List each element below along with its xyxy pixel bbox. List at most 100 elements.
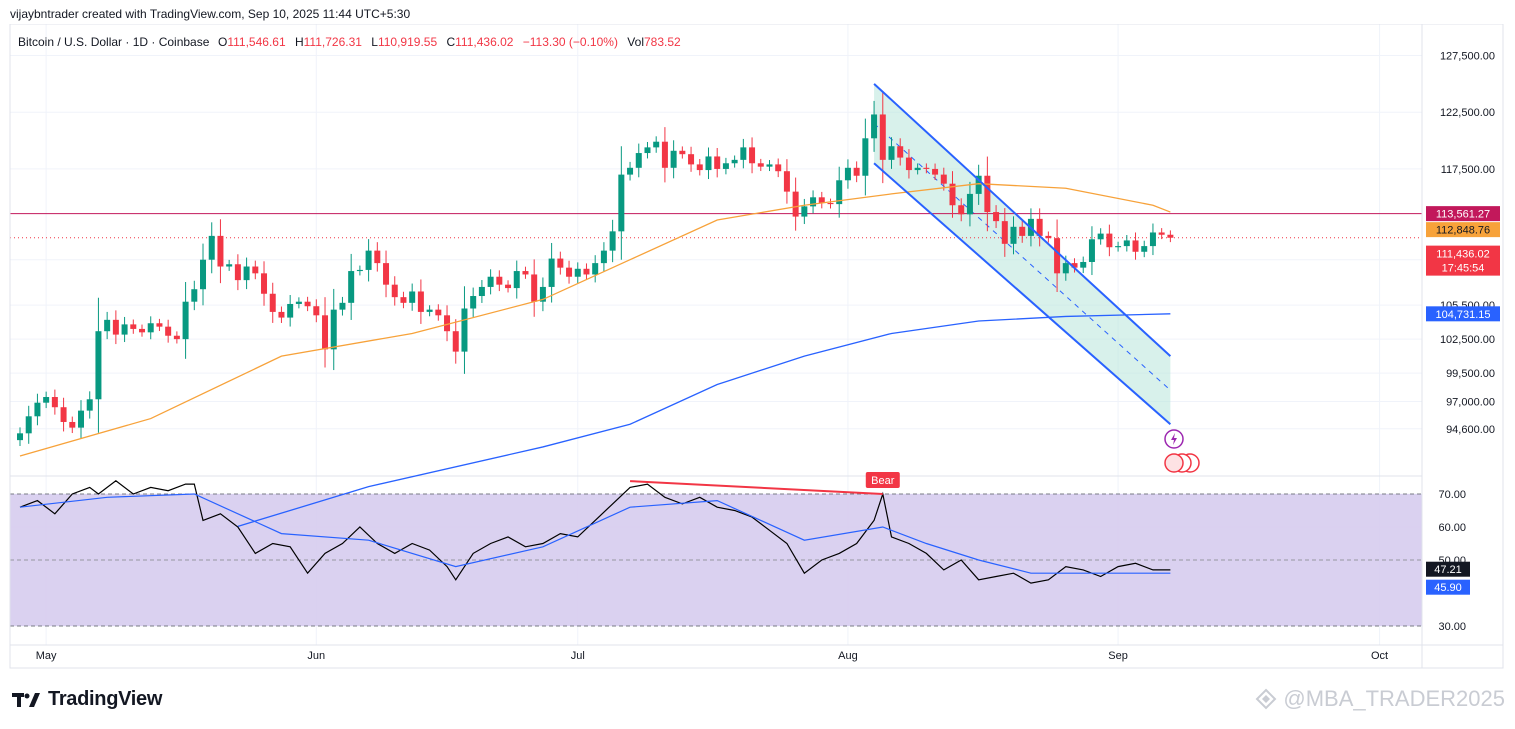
candle-body xyxy=(43,397,50,403)
candle-body xyxy=(348,271,355,303)
candle-body xyxy=(513,271,520,289)
tradingview-logo[interactable]: TradingView xyxy=(12,688,162,711)
bear-label: Bear xyxy=(865,472,900,488)
candle-body xyxy=(1115,246,1122,248)
candle-body xyxy=(653,141,660,148)
candle-body xyxy=(261,273,268,294)
price-tick-label: 127,500.00 xyxy=(1440,50,1495,62)
candle-body xyxy=(566,267,573,277)
candle-body xyxy=(330,309,337,350)
candle-body xyxy=(792,191,799,217)
candle-body xyxy=(722,163,729,169)
candle-body xyxy=(217,235,224,267)
candle-body xyxy=(121,324,128,335)
candle-body xyxy=(688,154,695,165)
candle-body xyxy=(409,291,416,303)
price-chart[interactable]: Bear Bitcoin / U.S. Dollar · 1D · Coinba… xyxy=(0,23,1515,674)
candle-body xyxy=(1132,240,1139,252)
candle-body xyxy=(574,268,581,277)
rsi-ma-line xyxy=(19,493,1171,574)
candle-body xyxy=(356,269,363,272)
time-tick-label: Aug xyxy=(838,650,858,662)
channel-upper-line[interactable] xyxy=(873,83,1172,357)
candle-body xyxy=(435,309,442,316)
bear-label-text: Bear xyxy=(871,475,895,487)
candle-body xyxy=(871,114,878,139)
candle-body xyxy=(304,301,311,307)
candle-body xyxy=(400,297,407,303)
candle-body xyxy=(879,114,886,160)
candle-body xyxy=(287,303,294,318)
candle-body xyxy=(818,197,825,203)
candle-body xyxy=(139,328,146,333)
candle-body xyxy=(836,180,843,205)
time-tick-label: May xyxy=(36,650,57,662)
candle-body xyxy=(1001,221,1008,244)
chart-border xyxy=(9,23,1504,669)
candle-body xyxy=(25,416,32,434)
candle-body xyxy=(705,156,712,171)
resistance-price-tag: 113,561.27 xyxy=(1426,206,1500,222)
candle-body xyxy=(1036,218,1043,236)
price-tick-label: 102,500.00 xyxy=(1440,334,1495,346)
candle-body xyxy=(600,250,607,264)
candle-body xyxy=(1054,238,1061,274)
channel-lower-line[interactable] xyxy=(873,162,1172,425)
legend-ohlc: O111,546.61 H111,726.31 L110,919.55 C111… xyxy=(218,35,681,49)
candle-body xyxy=(635,153,642,168)
candle-body xyxy=(592,263,599,275)
svg-text:113,561.27: 113,561.27 xyxy=(1436,209,1490,221)
candle-body xyxy=(984,175,991,213)
tradingview-brand: TradingView xyxy=(48,688,163,710)
divergence-line[interactable] xyxy=(629,480,883,495)
time-tick-label: Jun xyxy=(307,650,325,662)
candle-body xyxy=(34,402,41,417)
time-tick-label: Jul xyxy=(571,650,585,662)
candle-body xyxy=(391,284,398,298)
candle-body xyxy=(252,266,259,274)
candle-body xyxy=(853,167,860,176)
price-tick-label: 99,500.00 xyxy=(1446,368,1495,380)
chart-container[interactable]: Bear Bitcoin / U.S. Dollar · 1D · Coinba… xyxy=(0,23,1515,674)
event-icons[interactable] xyxy=(1164,429,1200,473)
ma-slow-line[interactable] xyxy=(237,313,1171,527)
candle-body xyxy=(269,293,276,312)
candle-body xyxy=(1080,261,1087,268)
time-axis[interactable]: May Jun Jul Aug Sep Oct xyxy=(36,650,1388,662)
us-flag-icon-1[interactable] xyxy=(1164,453,1184,473)
candle-body xyxy=(461,308,468,352)
channel-fill xyxy=(874,83,1171,425)
candle-body xyxy=(783,171,790,192)
price-tick-label: 94,600.00 xyxy=(1446,424,1495,436)
svg-text:45.90: 45.90 xyxy=(1434,582,1462,594)
price-axis[interactable]: 127,500.00122,500.00117,500.00109,500.00… xyxy=(1440,50,1495,435)
candle-body xyxy=(243,266,250,281)
candle-body xyxy=(200,259,207,290)
candle-body xyxy=(1141,246,1148,252)
rsi-tick-label: 60.00 xyxy=(1438,522,1466,534)
candle-body xyxy=(496,276,503,285)
candle-body xyxy=(923,167,930,169)
candle-body xyxy=(95,331,102,400)
candle-body xyxy=(679,150,686,155)
candle-body xyxy=(775,164,782,172)
rsi-ma-value-tag: 45.90 xyxy=(1426,579,1470,595)
candle-body xyxy=(975,175,982,194)
candle-body xyxy=(17,433,23,441)
candle-body xyxy=(801,206,808,217)
candle-body xyxy=(714,156,721,169)
candle-body xyxy=(339,302,346,310)
candle-body xyxy=(644,147,651,154)
countdown-text: 17:45:54 xyxy=(1442,263,1485,275)
ma-fast-line[interactable] xyxy=(19,183,1171,457)
candle-body xyxy=(740,147,747,160)
candle-body xyxy=(1123,240,1130,247)
candle-body xyxy=(444,315,451,332)
time-tick-label: Oct xyxy=(1371,650,1388,662)
candle-body xyxy=(147,323,154,333)
rsi-value-tag: 47.21 xyxy=(1426,561,1470,577)
svg-text:111,436.02: 111,436.02 xyxy=(1436,249,1489,261)
candle-body xyxy=(766,164,773,167)
candle-body xyxy=(1158,232,1165,235)
